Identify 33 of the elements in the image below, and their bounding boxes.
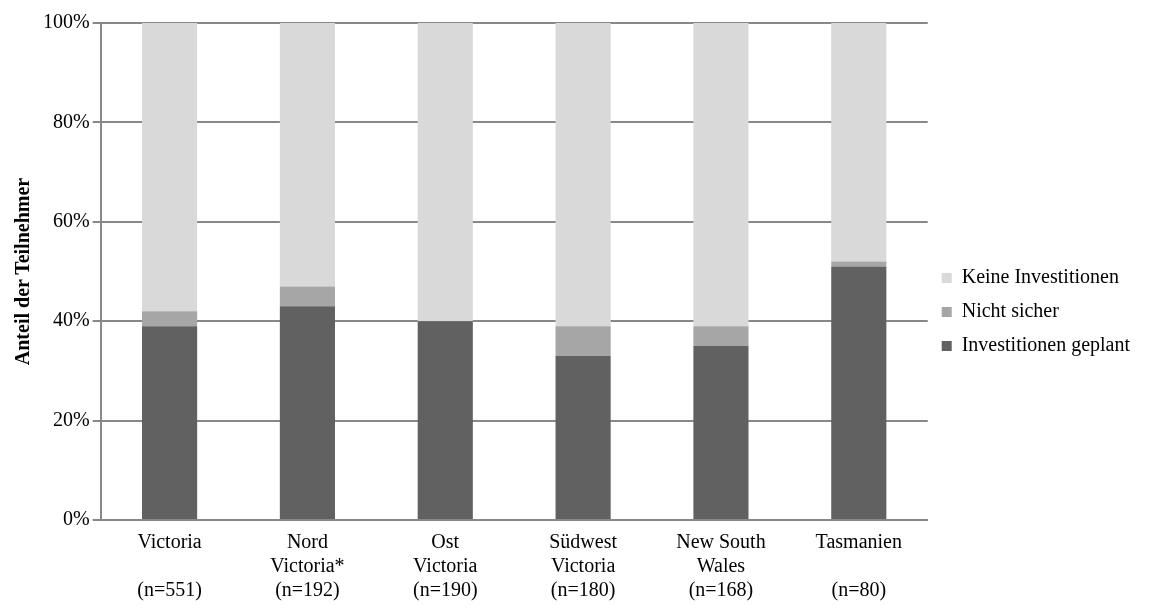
y-tick-label: 80% xyxy=(52,109,90,132)
bar xyxy=(555,23,611,327)
x-tick-label: Nord Victoria* (n=192) xyxy=(270,530,345,602)
bar xyxy=(142,326,198,519)
bar xyxy=(142,311,198,327)
bar xyxy=(142,23,198,312)
bar xyxy=(417,321,473,519)
x-tick-label: Ost Victoria (n=190) xyxy=(412,530,478,602)
bar xyxy=(555,355,611,519)
y-tick-label: 100% xyxy=(42,10,90,33)
bar xyxy=(693,23,749,327)
bar xyxy=(831,23,887,262)
y-tick-label: 40% xyxy=(52,308,90,331)
bar xyxy=(693,346,749,519)
y-tick-label: 60% xyxy=(52,209,90,232)
bar xyxy=(693,326,749,347)
category-label: Tasmanien (n=80) xyxy=(815,530,902,601)
bar xyxy=(555,326,611,356)
legend-label: Keine Investitionen xyxy=(961,265,1119,288)
y-tick-label: 20% xyxy=(52,407,90,430)
x-tick-label: New South Wales (n=168) xyxy=(676,530,766,602)
bar xyxy=(279,286,335,307)
bar xyxy=(831,266,887,519)
category-label: Victoria (n=551) xyxy=(137,530,202,601)
bar xyxy=(417,23,473,322)
legend-label: Investitionen geplant xyxy=(961,333,1131,357)
bar xyxy=(279,23,335,287)
y-axis-title: Anteil der Teilnehmer xyxy=(11,177,34,366)
bar xyxy=(831,261,887,267)
y-tick-label: 0% xyxy=(62,507,90,530)
x-tick-label: Südwest Victoria (n=180) xyxy=(549,530,618,602)
legend-label: Nicht sicher xyxy=(961,299,1060,322)
bar xyxy=(279,306,335,519)
